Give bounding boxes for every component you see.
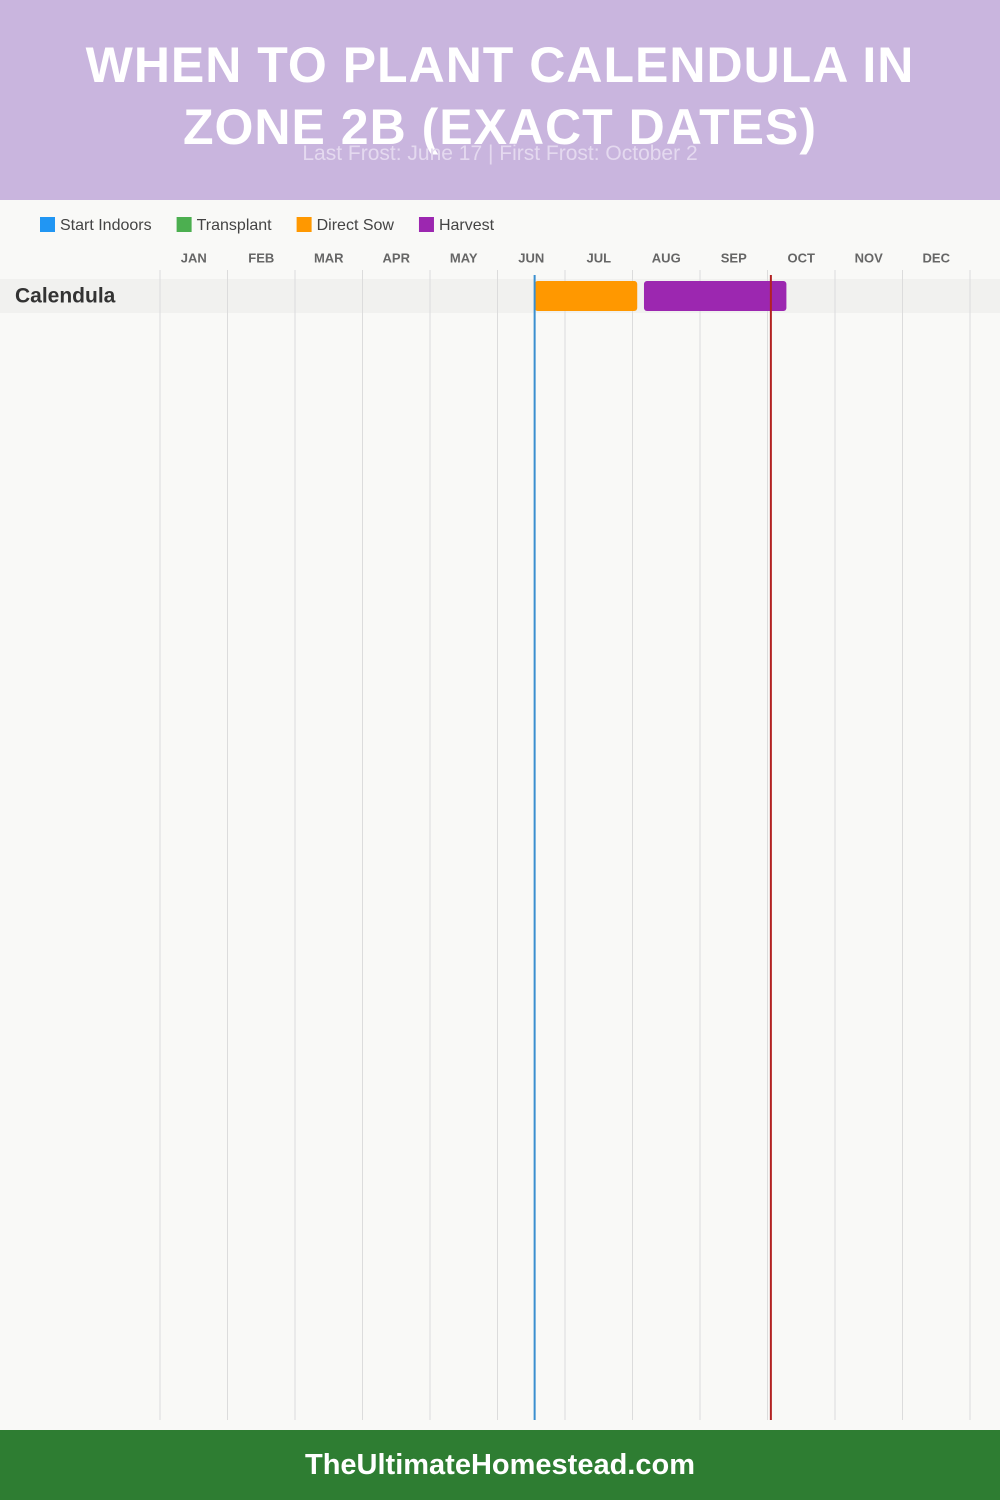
row-label: Calendula bbox=[15, 285, 116, 308]
legend-label: Harvest bbox=[439, 217, 495, 234]
footer: TheUltimateHomestead.com bbox=[0, 1430, 1000, 1500]
x-tick-label: NOV bbox=[855, 250, 884, 265]
header: WHEN TO PLANT CALENDULA IN ZONE 2B (EXAC… bbox=[0, 0, 1000, 200]
x-tick-label: JUL bbox=[586, 250, 611, 265]
x-tick-label: OCT bbox=[788, 250, 816, 265]
bar bbox=[643, 281, 787, 311]
legend-swatch bbox=[176, 217, 192, 232]
legend-label: Start Indoors bbox=[60, 217, 152, 234]
x-tick-label: FEB bbox=[248, 250, 274, 265]
x-tick-label: JAN bbox=[181, 250, 207, 265]
x-tick-label: SEP bbox=[721, 250, 747, 265]
bar bbox=[534, 281, 638, 311]
legend-swatch bbox=[296, 217, 312, 232]
chart: Start Indoors Transplant Direct Sow Harvest… bbox=[0, 217, 1000, 1420]
legend-label: Direct Sow bbox=[317, 217, 395, 234]
x-tick-label: MAY bbox=[450, 250, 478, 265]
x-tick-label: JUN bbox=[518, 250, 544, 265]
x-tick-label: DEC bbox=[923, 250, 951, 265]
row-background bbox=[0, 279, 1000, 313]
legend-swatch bbox=[418, 217, 434, 232]
legend-label: Transplant bbox=[197, 217, 273, 234]
chart-title: WHEN TO PLANT CALENDULA IN ZONE 2B (EXAC… bbox=[85, 37, 915, 155]
x-tick-label: MAR bbox=[314, 250, 344, 265]
chart-subtitle: Last Frost: June 17 | First Frost: Octob… bbox=[302, 142, 698, 165]
x-tick-label: APR bbox=[383, 250, 411, 265]
legend-swatch bbox=[40, 217, 55, 232]
x-tick-label: AUG bbox=[652, 250, 681, 265]
